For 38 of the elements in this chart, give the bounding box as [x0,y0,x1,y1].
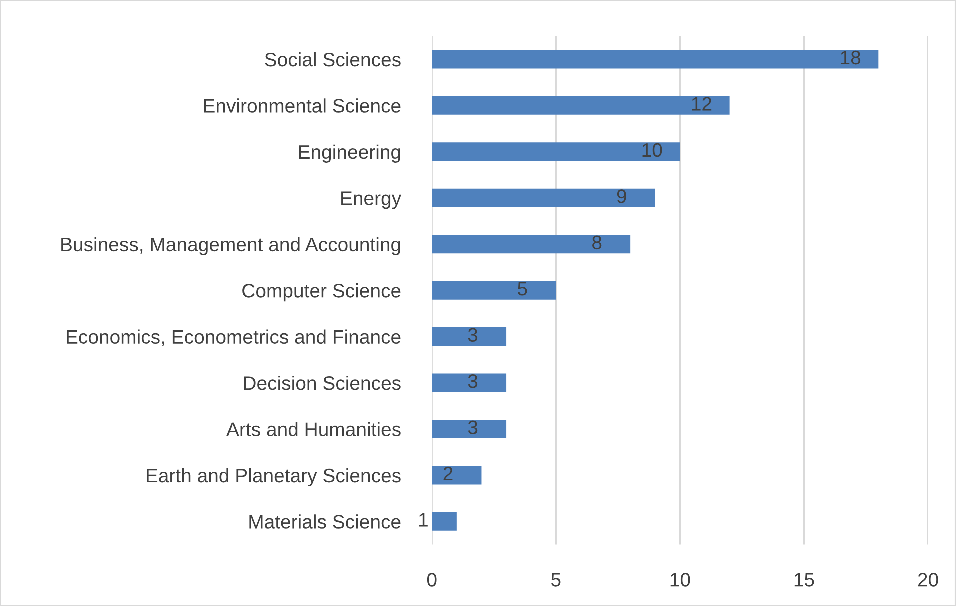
y-tick-label: Materials Science [250,514,401,529]
y-tick-label: Engineering [299,144,400,163]
y-tick-label: Energy [342,192,402,210]
y-tick-label: Social Sciences [265,52,401,67]
data-label: 12 [692,97,712,111]
bar [432,512,457,531]
y-tick-label: Environmental Science [204,98,401,113]
x-tick-label: 15 [794,573,814,587]
data-label: 3 [468,420,478,434]
bar [432,142,680,162]
data-label: 2 [444,466,453,480]
y-tick-label: Computer Science [242,284,401,302]
bar [432,466,482,485]
x-tick-label: 10 [670,573,690,587]
y-tick-label: Business, Management and Accounting [62,237,400,256]
bar [432,281,556,300]
x-tick-label: 0 [427,573,437,587]
x-tick-label: 5 [552,573,561,587]
bar [432,188,656,208]
data-label: 5 [518,282,528,296]
y-tick-label: Decision Sciences [244,376,401,390]
data-label: 3 [468,374,478,388]
y-tick-label: Economics, Econometrics and Finance [67,330,401,346]
x-tick-label: 20 [918,573,938,587]
data-label: 18 [841,50,861,65]
bar [432,235,631,254]
data-label: 3 [468,328,478,342]
data-label: 10 [642,143,662,158]
bar [432,420,507,438]
bar [432,50,879,69]
y-tick-label: Earth and Planetary Sciences [147,468,401,487]
data-label: 1 [420,513,428,527]
bar [432,374,507,392]
bar [432,328,507,346]
bar [432,96,730,115]
data-label: 9 [617,190,626,204]
data-label: 8 [592,236,602,250]
y-tick-label: Arts and Humanities [226,422,401,436]
